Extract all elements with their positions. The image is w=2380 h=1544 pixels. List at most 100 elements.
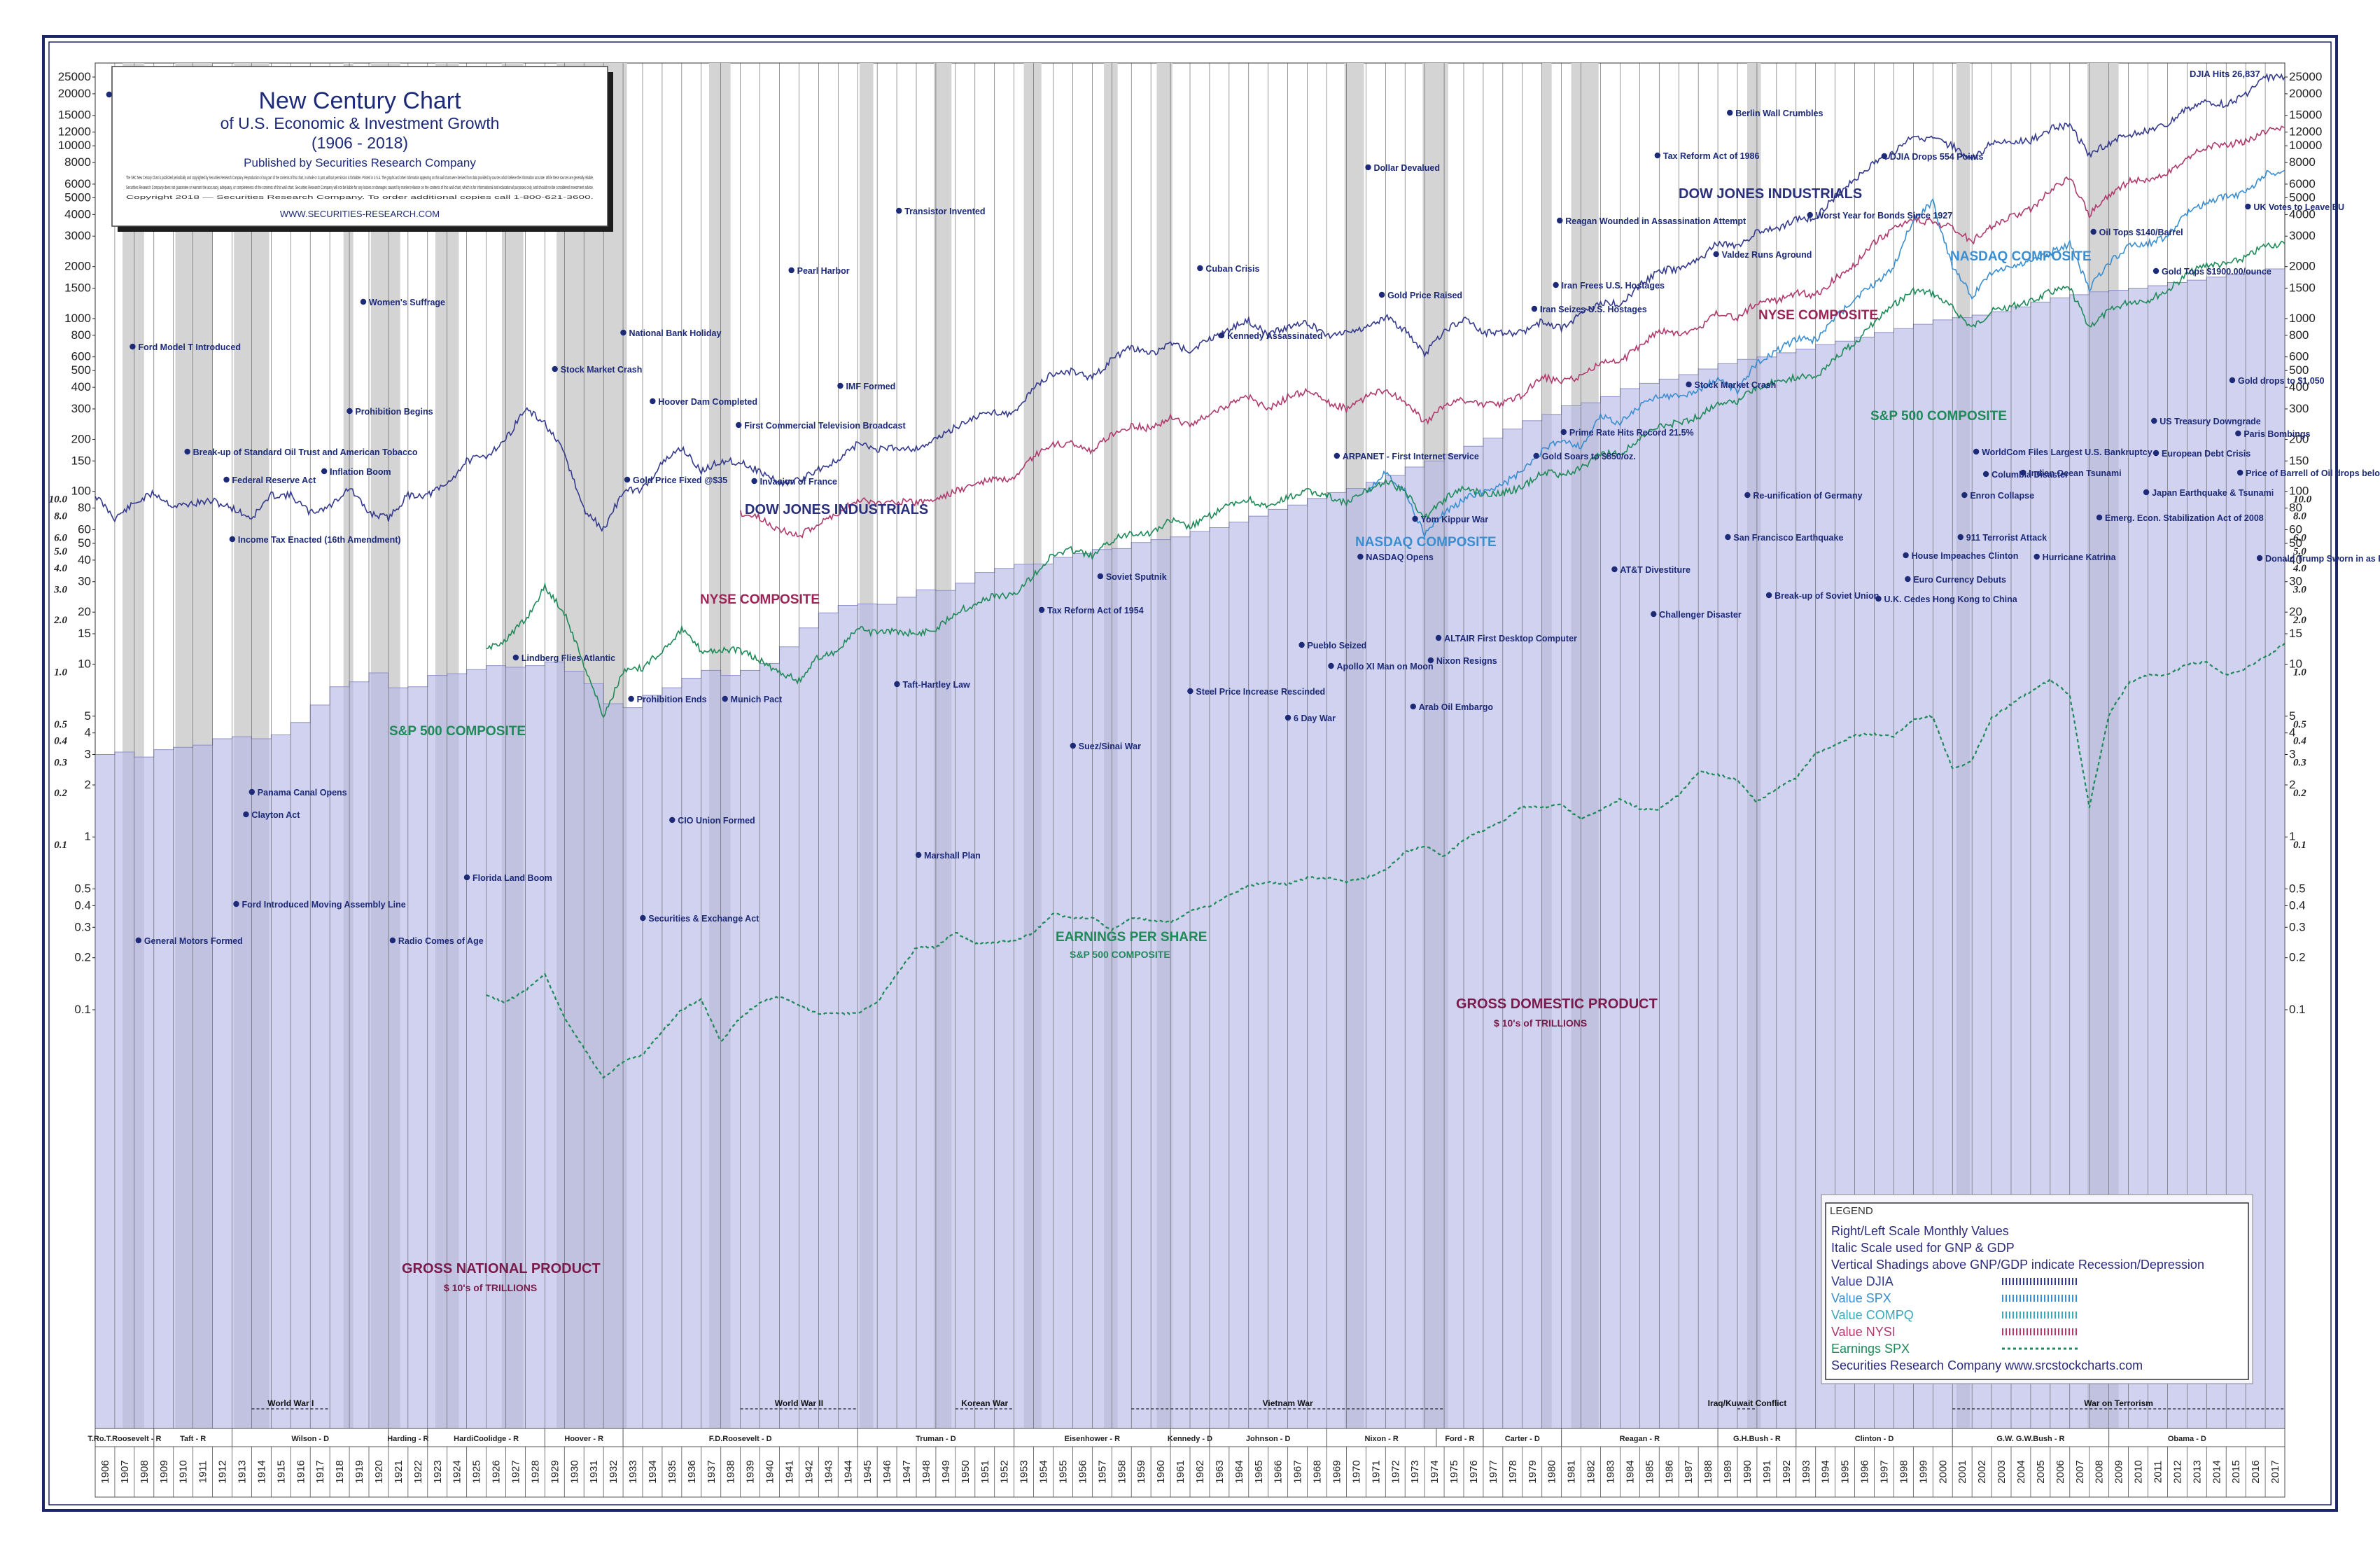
year-label-1998: 1998 [1898,1460,1910,1483]
year-label-1993: 1993 [1800,1460,1812,1483]
year-label-1937: 1937 [706,1460,718,1483]
event-marker-29 [915,851,922,858]
event-marker-50 [1531,305,1538,312]
year-label-1928: 1928 [529,1460,541,1483]
year-label-1947: 1947 [901,1460,913,1483]
event-marker-43 [1412,515,1418,522]
event-label-9: Women's Suffrage [369,298,445,307]
event-label-49: Iran Frees U.S. Hostages [1562,281,1665,291]
year-label-1952: 1952 [999,1460,1011,1483]
right-italic-tick-label: 0.2 [2293,788,2306,799]
year-label-1920: 1920 [373,1460,385,1483]
event-marker-65 [1875,595,1882,602]
year-label-1958: 1958 [1116,1460,1128,1483]
year-label-1974: 1974 [1429,1460,1441,1483]
year-label-1944: 1944 [842,1460,854,1483]
year-label-1935: 1935 [666,1460,678,1483]
year-label-1988: 1988 [1702,1460,1714,1483]
year-label-1939: 1939 [745,1460,757,1483]
left-tick-label: 30 [78,575,91,588]
year-label-1984: 1984 [1624,1460,1636,1483]
gdp-label-1: GROSS DOMESTIC PRODUCT [1456,996,1658,1012]
event-marker-7 [233,900,239,907]
event-marker-19 [624,476,631,483]
event-label-10: Prohibition Begins [355,407,433,417]
year-label-2007: 2007 [2074,1460,2086,1483]
event-marker-79 [2256,555,2263,562]
event-label-73: Japan Earthquake & Tsunami [2152,488,2274,498]
event-marker-24 [751,478,757,485]
right-tick-label: 400 [2289,380,2309,394]
year-label-1943: 1943 [822,1460,834,1483]
left-tick-label: 15 [78,627,91,640]
event-label-80: Oil Tops $140/Barrel [2099,228,2183,237]
event-marker-35 [1218,332,1225,339]
right-italic-tick-label: 4.0 [2292,563,2306,574]
event-label-78: Gold drops to $1,050 [2238,376,2325,386]
year-label-1990: 1990 [1742,1460,1754,1483]
left-tick-label: 5 [85,709,91,723]
left-tick-label: 12000 [58,125,91,139]
right-tick-label: 8000 [2289,155,2316,169]
year-label-1962: 1962 [1194,1460,1206,1483]
year-label-2004: 2004 [2015,1460,2027,1483]
event-marker-0 [106,91,113,98]
right-italic-tick-label: 6.0 [2293,532,2306,543]
legend-nysi: Value NYSI [1831,1325,1896,1339]
right-tick-label: 2 [2289,778,2295,791]
left-tick-label: 6000 [64,177,91,190]
year-label-1961: 1961 [1175,1460,1186,1483]
left-tick-label: 600 [71,350,91,363]
left-tick-label: 500 [71,363,91,377]
year-label-1912: 1912 [217,1460,229,1483]
event-label-24: Invasion of France [760,477,837,487]
year-label-1926: 1926 [491,1460,503,1483]
left-tick-label: 20 [78,605,91,618]
chart-subtitle: of U.S. Economic & Investment Growth [220,114,500,132]
event-label-5: Panama Canal Opens [258,788,347,798]
legend-swatches [2002,1278,2078,1350]
year-label-1999: 1999 [1917,1460,1929,1483]
djia-label-1: DOW JONES INDUSTRIALS [745,502,928,517]
legend-djia: Value DJIA [1831,1274,1893,1288]
right-tick-label: 5000 [2289,190,2316,204]
president-label-7: Truman - D [916,1435,956,1443]
left-tick-label: 300 [71,402,91,415]
event-label-38: 6 Day War [1294,714,1336,723]
year-label-2016: 2016 [2250,1460,2262,1483]
left-tick-label: 0.2 [74,951,91,964]
left-tick-label: 800 [71,328,91,342]
event-marker-62 [1903,552,1909,559]
nyse-label-1: NYSE COMPOSITE [700,592,820,607]
sp500-label-2: S&P 500 COMPOSITE [1870,409,2007,424]
event-label-1: Ford Model T Introduced [138,342,241,352]
right-tick-label: 500 [2289,363,2309,377]
year-label-1963: 1963 [1214,1460,1226,1483]
right-tick-label: 0.3 [2289,920,2306,933]
gnp-label-1: GROSS NATIONAL PRODUCT [402,1261,601,1277]
president-strip [94,1428,2286,1447]
event-label-82: UK Votes to Leave EU [2253,202,2344,212]
right-tick-label: 80 [2289,501,2302,515]
event-marker-38 [1284,714,1292,721]
event-marker-64 [1905,576,1911,583]
left-tick-label: 0.3 [74,920,91,933]
year-label-1942: 1942 [803,1460,815,1483]
year-label-1970: 1970 [1350,1460,1362,1483]
event-marker-72 [1982,471,1989,478]
event-label-42: Gold Price Raised [1387,291,1462,300]
year-label-2011: 2011 [2152,1461,2164,1483]
left-tick-label: 20000 [58,87,91,100]
event-label-21: Munich Pact [731,695,783,704]
event-marker-51 [1533,452,1539,459]
president-label-3: Harding - R [387,1435,428,1443]
event-label-60: Re-unification of Germany [1753,491,1862,501]
event-marker-5 [248,788,255,795]
event-marker-59 [1881,153,1888,160]
event-label-81: Gold Tops $1900.00/ounce [2162,267,2272,277]
event-marker-37 [1328,662,1334,669]
year-label-1953: 1953 [1018,1460,1030,1483]
year-label-1945: 1945 [862,1460,874,1483]
event-label-29: Marshall Plan [924,851,981,861]
right-tick-label: 100 [2289,485,2309,498]
